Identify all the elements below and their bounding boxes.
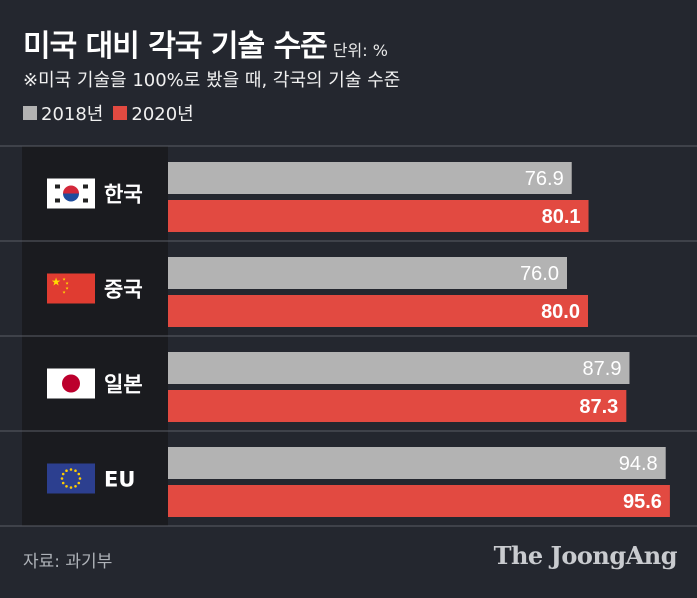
korea-flag-taegeuk-red (63, 185, 79, 194)
eu-flag-star (69, 486, 73, 489)
china-flag-small-star: ★ (62, 277, 66, 282)
category-label: 중국 (104, 278, 143, 302)
bar-2020 (168, 390, 627, 422)
eu-flag-star (65, 484, 68, 488)
value-label-2018: 94.8 (619, 453, 658, 475)
value-label-2020: 95.6 (623, 491, 662, 513)
unit-label: 단위: % (332, 41, 388, 60)
legend: 2018년 2020년 (23, 100, 194, 126)
bar-2018 (168, 257, 567, 289)
eu-flag-star (74, 484, 77, 488)
category-label: EU (104, 468, 135, 492)
legend-label-2018: 2018년 (41, 104, 104, 125)
korea-flag-trigram (55, 198, 60, 203)
chart-subtitle: ※미국 기술을 100%로 봤을 때, 각국의 기술 수준 (23, 70, 401, 91)
bar-2020 (168, 485, 670, 517)
category-label: 한국 (104, 183, 143, 207)
eu-flag-star (61, 481, 65, 485)
china-flag-star: ★ (51, 276, 61, 289)
eu-flag-star (78, 477, 82, 480)
china-flag-small-star: ★ (65, 281, 69, 286)
eu-flag-star (61, 472, 65, 476)
bar-2018 (168, 352, 630, 384)
legend-item-2020: 2020년 (113, 100, 194, 126)
eu-flag-star (69, 468, 73, 471)
value-label-2020: 87.3 (579, 396, 618, 418)
source-note: 자료: 과기부 (23, 552, 113, 572)
eu-flag-star (65, 469, 68, 473)
korea-flag-trigram (83, 198, 88, 203)
legend-label-2020: 2020년 (131, 104, 194, 125)
eu-flag-icon (47, 463, 95, 494)
eu-flag-star (77, 472, 81, 476)
eu-flag-star (60, 477, 64, 480)
legend-item-2018: 2018년 (23, 100, 103, 126)
bar-2020 (168, 295, 588, 327)
japan-flag-sun (62, 374, 80, 393)
korea-flag-trigram (55, 184, 60, 189)
china-flag-icon (47, 273, 95, 304)
bar-2018 (168, 447, 666, 479)
brand-logo: The JoongAng (493, 541, 678, 570)
value-label-2020: 80.1 (542, 206, 581, 228)
title-text: 미국 대비 각국 기술 수준 (23, 29, 328, 64)
eu-flag-star (77, 481, 81, 485)
value-label-2018: 76.0 (520, 263, 559, 285)
value-label-2020: 80.0 (541, 301, 580, 323)
eu-flag-star (74, 469, 77, 473)
bar-2020 (168, 200, 589, 232)
legend-swatch-2020 (113, 106, 128, 120)
china-flag-small-star: ★ (62, 290, 66, 295)
bar-2018 (168, 162, 572, 194)
legend-swatch-2018 (23, 106, 37, 120)
china-flag-small-star: ★ (65, 286, 69, 291)
value-label-2018: 76.9 (525, 168, 564, 190)
value-label-2018: 87.9 (583, 358, 622, 380)
korea-flag-taegeuk-blue (63, 193, 79, 202)
chart-title: 미국 대비 각국 기술 수준 단위: % (23, 28, 388, 70)
category-label: 일본 (104, 373, 143, 397)
korea-flag-trigram (83, 184, 88, 189)
